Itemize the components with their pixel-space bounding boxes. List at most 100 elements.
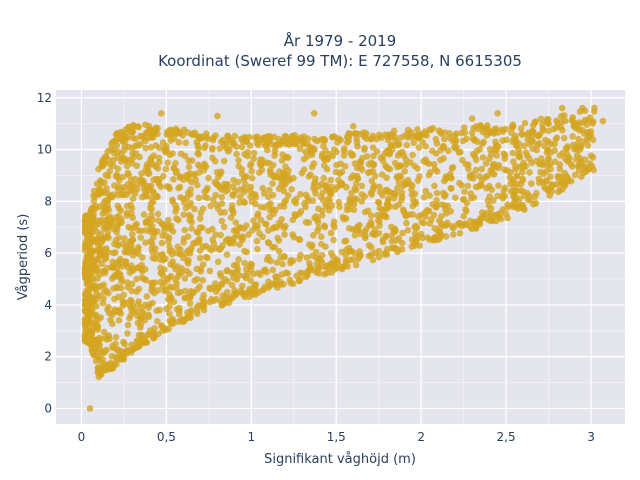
data-point [216, 145, 223, 152]
data-point [105, 309, 113, 317]
data-point [133, 264, 141, 272]
data-point [115, 307, 123, 314]
data-point [542, 178, 549, 185]
data-point [340, 152, 348, 159]
data-point [250, 217, 257, 224]
data-point [254, 245, 261, 253]
data-point [230, 139, 238, 147]
data-point [548, 182, 556, 189]
data-point [224, 278, 231, 285]
data-point [313, 269, 320, 276]
data-point [357, 230, 364, 238]
y-tick-label: 12 [37, 91, 52, 105]
data-point [528, 180, 535, 187]
data-point [157, 278, 164, 286]
data-point [134, 337, 141, 344]
data-point [584, 142, 592, 149]
data-point [176, 183, 184, 191]
data-point [231, 132, 238, 140]
data-point [271, 224, 278, 231]
data-point [213, 295, 220, 303]
data-point [369, 256, 377, 264]
data-point [551, 147, 558, 154]
data-point [390, 127, 398, 135]
data-point [236, 241, 243, 248]
data-point [175, 304, 183, 312]
data-point [261, 141, 269, 148]
data-point [349, 122, 357, 130]
data-point [348, 189, 355, 197]
data-point [278, 216, 286, 223]
data-point [150, 189, 157, 196]
data-point [370, 152, 377, 160]
data-point [241, 272, 248, 280]
data-point [142, 339, 149, 346]
data-point [118, 263, 126, 270]
data-point [394, 184, 401, 192]
data-point [277, 278, 284, 286]
data-point [275, 237, 283, 244]
data-point [273, 259, 281, 266]
data-points [81, 104, 607, 412]
data-point [369, 230, 376, 238]
data-point [84, 232, 91, 239]
data-point [306, 263, 314, 271]
data-point [265, 278, 272, 286]
data-point [458, 129, 465, 137]
data-point [433, 197, 440, 204]
data-point [239, 138, 247, 145]
data-point [290, 174, 297, 182]
data-point [86, 405, 94, 412]
data-point [381, 211, 389, 219]
data-point [483, 209, 491, 217]
data-point [199, 205, 207, 212]
data-point [154, 193, 161, 201]
data-point [510, 158, 517, 165]
data-point [131, 175, 139, 183]
data-point [324, 156, 331, 163]
data-point [247, 160, 255, 168]
data-point [495, 161, 503, 169]
data-point [559, 178, 566, 185]
data-point [338, 168, 346, 176]
data-point [149, 279, 156, 287]
data-point [99, 210, 106, 217]
data-point [173, 205, 180, 212]
data-point [414, 126, 421, 133]
data-point [196, 254, 204, 262]
data-point [285, 141, 293, 148]
data-point [388, 232, 396, 239]
data-point [409, 211, 417, 218]
data-point [259, 184, 267, 192]
data-point [310, 232, 317, 239]
data-point [177, 150, 185, 158]
data-point [154, 210, 162, 218]
data-point [336, 203, 343, 211]
data-point [289, 216, 297, 224]
data-point [332, 168, 340, 176]
data-point [121, 235, 128, 242]
chart-title-line-1: År 1979 - 2019 [284, 31, 397, 50]
data-point [397, 134, 405, 141]
data-point [403, 219, 410, 227]
data-point [105, 289, 112, 297]
data-point [553, 134, 561, 141]
y-tick-label: 2 [44, 350, 52, 364]
data-point [509, 121, 517, 128]
data-point [163, 183, 171, 190]
data-point [117, 135, 125, 142]
data-point [193, 228, 201, 236]
data-point [383, 251, 391, 258]
data-point [275, 248, 283, 255]
data-point [531, 119, 538, 126]
data-point [133, 288, 140, 296]
data-point [469, 150, 477, 158]
data-point [402, 211, 409, 219]
data-point [490, 129, 498, 136]
data-point [92, 202, 99, 210]
data-point [209, 236, 216, 243]
data-point [256, 230, 263, 237]
data-point [369, 144, 377, 151]
data-point [479, 128, 487, 136]
data-point [580, 138, 587, 145]
